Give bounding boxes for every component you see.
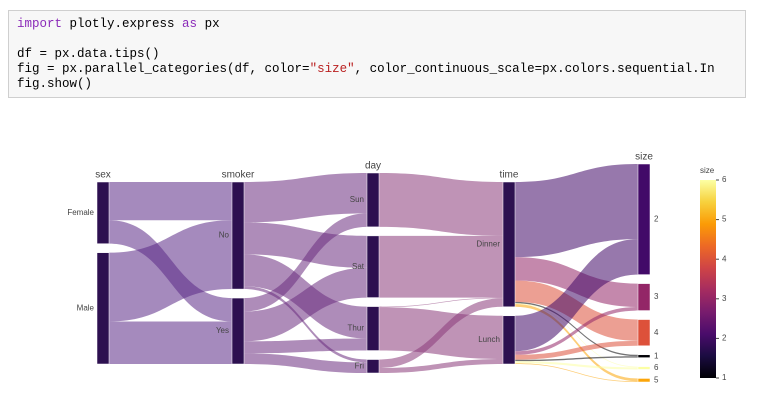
code-cell: import plotly.express as px df = px.data.… — [8, 10, 746, 98]
category-bar — [637, 163, 651, 275]
category-bar — [96, 252, 110, 365]
flow-ribbon — [379, 359, 503, 373]
category-bar — [502, 315, 516, 365]
category-bar — [366, 306, 380, 351]
colorbar-tick-label: 2 — [722, 334, 727, 343]
category-label: Male — [77, 303, 95, 312]
colorbar-tick-label: 5 — [722, 215, 727, 224]
flow-ribbon — [379, 173, 503, 236]
category-bar — [637, 319, 651, 347]
category-bar — [637, 366, 651, 370]
category-label: 2 — [654, 214, 659, 223]
category-label: 4 — [654, 328, 659, 337]
flow-ribbon — [244, 353, 367, 373]
flow-ribbon — [244, 222, 367, 268]
flow-ribbon — [244, 173, 367, 223]
code-token: plotly.express — [62, 17, 183, 31]
category-bar — [96, 181, 110, 244]
category-bar — [366, 235, 380, 298]
code-token: fig = px.parallel_categories(df, color= — [17, 62, 310, 76]
code-token: "size" — [309, 62, 355, 76]
dimension-label: size — [635, 152, 653, 163]
flow-ribbon — [109, 321, 232, 364]
category-label: Sun — [350, 195, 364, 204]
category-label: Dinner — [476, 240, 500, 249]
colorbar-tick-label: 1 — [722, 373, 727, 382]
dimension-label: day — [365, 161, 381, 172]
code-token: import — [17, 17, 63, 31]
flow-ribbon — [244, 213, 367, 312]
flow-ribbon — [244, 338, 367, 354]
code-line: import plotly.express as px — [17, 17, 737, 32]
code-token: as — [182, 17, 198, 31]
flow-ribbon — [244, 286, 367, 363]
category-label: Yes — [216, 326, 229, 335]
flow-ribbon — [515, 363, 638, 382]
code-line: fig.show() — [17, 77, 737, 92]
category-bar — [637, 354, 651, 358]
flow-ribbon — [379, 297, 503, 308]
colorbar-title: size — [700, 166, 715, 175]
code-token: df = px.data.tips() — [17, 47, 160, 61]
flow-ribbon — [109, 220, 232, 322]
flow-ribbon — [109, 182, 232, 221]
category-bar — [637, 283, 651, 311]
flow-ribbon — [515, 340, 638, 360]
flow-ribbon — [515, 239, 638, 352]
category-bar — [637, 378, 651, 383]
category-bar — [366, 172, 380, 228]
category-bar — [502, 181, 516, 308]
flow-ribbon — [515, 303, 638, 368]
category-label: No — [219, 231, 230, 240]
flow-ribbon — [515, 303, 638, 382]
dimension-label: smoker — [222, 170, 255, 181]
flow-ribbon — [515, 164, 638, 258]
flow-ribbon — [515, 301, 638, 357]
code-line: df = px.data.tips() — [17, 47, 737, 62]
dimension-label: time — [500, 170, 519, 181]
category-label: Sat — [352, 262, 365, 271]
flow-ribbon — [379, 298, 503, 369]
category-label: Lunch — [478, 335, 500, 344]
colorbar-tick-label: 4 — [722, 254, 727, 263]
code-line: fig = px.parallel_categories(df, color="… — [17, 62, 737, 77]
code-token: , color_continuous_scale=px.colors.seque… — [354, 62, 715, 76]
category-label: Female — [67, 208, 94, 217]
category-label: Thur — [348, 324, 365, 333]
category-label: 5 — [654, 375, 659, 384]
category-bar — [231, 181, 245, 290]
flow-ribbon — [379, 235, 503, 298]
category-bar — [366, 359, 380, 374]
category-label: Fri — [355, 361, 365, 370]
flow-ribbon — [244, 267, 367, 342]
flow-ribbon — [515, 361, 638, 370]
code-token: fig.show() — [17, 77, 93, 91]
colorbar — [700, 180, 716, 378]
code-token: px — [197, 17, 220, 31]
colorbar-tick-label: 3 — [722, 294, 727, 303]
colorbar-tick-label: 6 — [722, 175, 727, 184]
category-label: 6 — [654, 363, 659, 372]
category-bar — [231, 297, 245, 365]
flow-ribbon — [515, 307, 638, 355]
category-label: 1 — [654, 351, 659, 360]
category-label: 3 — [654, 292, 659, 301]
dimension-label: sex — [95, 170, 111, 181]
flow-ribbon — [515, 356, 638, 362]
